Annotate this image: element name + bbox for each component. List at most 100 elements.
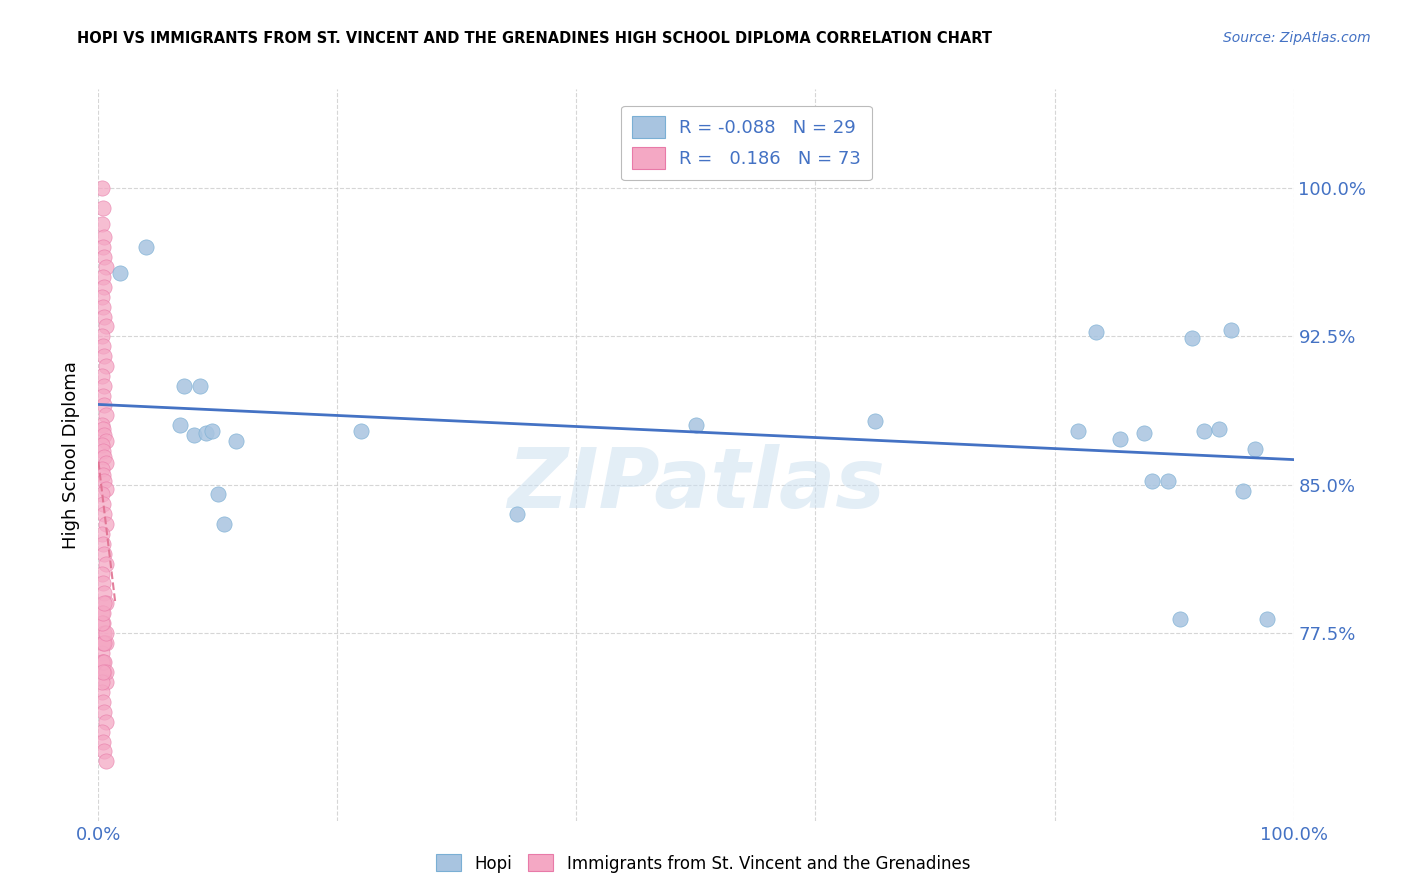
Point <box>135 240 157 254</box>
Point <box>91 418 114 433</box>
Point <box>93 705 115 719</box>
Point <box>91 606 114 620</box>
Point <box>93 399 115 413</box>
Point <box>91 467 114 482</box>
Point <box>108 266 131 280</box>
Point <box>94 636 117 650</box>
Point <box>93 507 115 521</box>
Point <box>91 217 114 231</box>
Point <box>1067 424 1090 438</box>
Point <box>94 482 117 496</box>
Point <box>93 656 115 670</box>
Point <box>91 270 114 285</box>
Point <box>93 474 115 488</box>
Point <box>201 424 224 438</box>
Point <box>91 329 114 343</box>
Point <box>91 566 114 581</box>
Point <box>94 517 117 532</box>
Point <box>93 230 115 244</box>
Point <box>94 557 117 571</box>
Point <box>91 438 114 452</box>
Point <box>1157 474 1180 488</box>
Point <box>506 507 529 521</box>
Point <box>1208 422 1230 436</box>
Point <box>93 450 115 464</box>
Point <box>93 596 115 610</box>
Point <box>94 359 117 373</box>
Point <box>94 625 117 640</box>
Point <box>183 428 205 442</box>
Point <box>91 290 114 304</box>
Point <box>91 665 114 680</box>
Text: ZIPatlas: ZIPatlas <box>508 443 884 524</box>
Point <box>91 646 114 660</box>
Point <box>94 755 117 769</box>
Point <box>91 181 114 195</box>
Point <box>94 665 117 680</box>
Point <box>91 368 114 383</box>
Point <box>1085 326 1108 340</box>
Point <box>93 250 115 264</box>
Point <box>91 695 114 709</box>
Point <box>91 444 114 458</box>
Point <box>91 656 114 670</box>
Point <box>865 414 887 428</box>
Point <box>94 675 117 690</box>
Point <box>94 319 117 334</box>
Point <box>94 714 117 729</box>
Text: Source: ZipAtlas.com: Source: ZipAtlas.com <box>1223 31 1371 45</box>
Point <box>188 378 211 392</box>
Point <box>91 656 114 670</box>
Point <box>91 734 114 748</box>
Point <box>93 428 115 442</box>
Point <box>91 527 114 541</box>
Point <box>91 240 114 254</box>
Point <box>91 636 114 650</box>
Point <box>91 497 114 511</box>
Text: HOPI VS IMMIGRANTS FROM ST. VINCENT AND THE GRENADINES HIGH SCHOOL DIPLOMA CORRE: HOPI VS IMMIGRANTS FROM ST. VINCENT AND … <box>77 31 993 46</box>
Point <box>1256 612 1278 626</box>
Point <box>93 586 115 600</box>
Point <box>91 615 114 630</box>
Y-axis label: High School Diploma: High School Diploma <box>62 361 80 549</box>
Point <box>91 576 114 591</box>
Point <box>195 426 218 441</box>
Point <box>91 339 114 353</box>
Point <box>212 517 235 532</box>
Point <box>91 201 114 215</box>
Point <box>91 422 114 436</box>
Point <box>91 685 114 699</box>
Point <box>1142 474 1164 488</box>
Point <box>91 675 114 690</box>
Point <box>91 606 114 620</box>
Point <box>91 487 114 501</box>
Point <box>91 300 114 314</box>
Point <box>93 349 115 363</box>
Point <box>94 596 117 610</box>
Point <box>1133 426 1156 441</box>
Point <box>1168 612 1191 626</box>
Point <box>1232 483 1254 498</box>
Legend: Hopi, Immigrants from St. Vincent and the Grenadines: Hopi, Immigrants from St. Vincent and th… <box>429 847 977 880</box>
Legend: R = -0.088   N = 29, R =   0.186   N = 73: R = -0.088 N = 29, R = 0.186 N = 73 <box>621 105 872 180</box>
Point <box>1244 442 1267 456</box>
Point <box>207 487 229 501</box>
Point <box>93 665 115 680</box>
Point <box>93 636 115 650</box>
Point <box>93 378 115 392</box>
Point <box>1192 424 1215 438</box>
Point <box>350 424 373 438</box>
Point <box>91 389 114 403</box>
Point <box>225 434 247 448</box>
Point <box>93 280 115 294</box>
Point <box>94 409 117 423</box>
Point <box>91 537 114 551</box>
Point <box>94 434 117 448</box>
Point <box>91 462 114 476</box>
Point <box>94 456 117 470</box>
Point <box>93 547 115 561</box>
Point <box>93 310 115 324</box>
Point <box>94 260 117 274</box>
Point <box>1109 432 1132 446</box>
Point <box>1220 323 1243 337</box>
